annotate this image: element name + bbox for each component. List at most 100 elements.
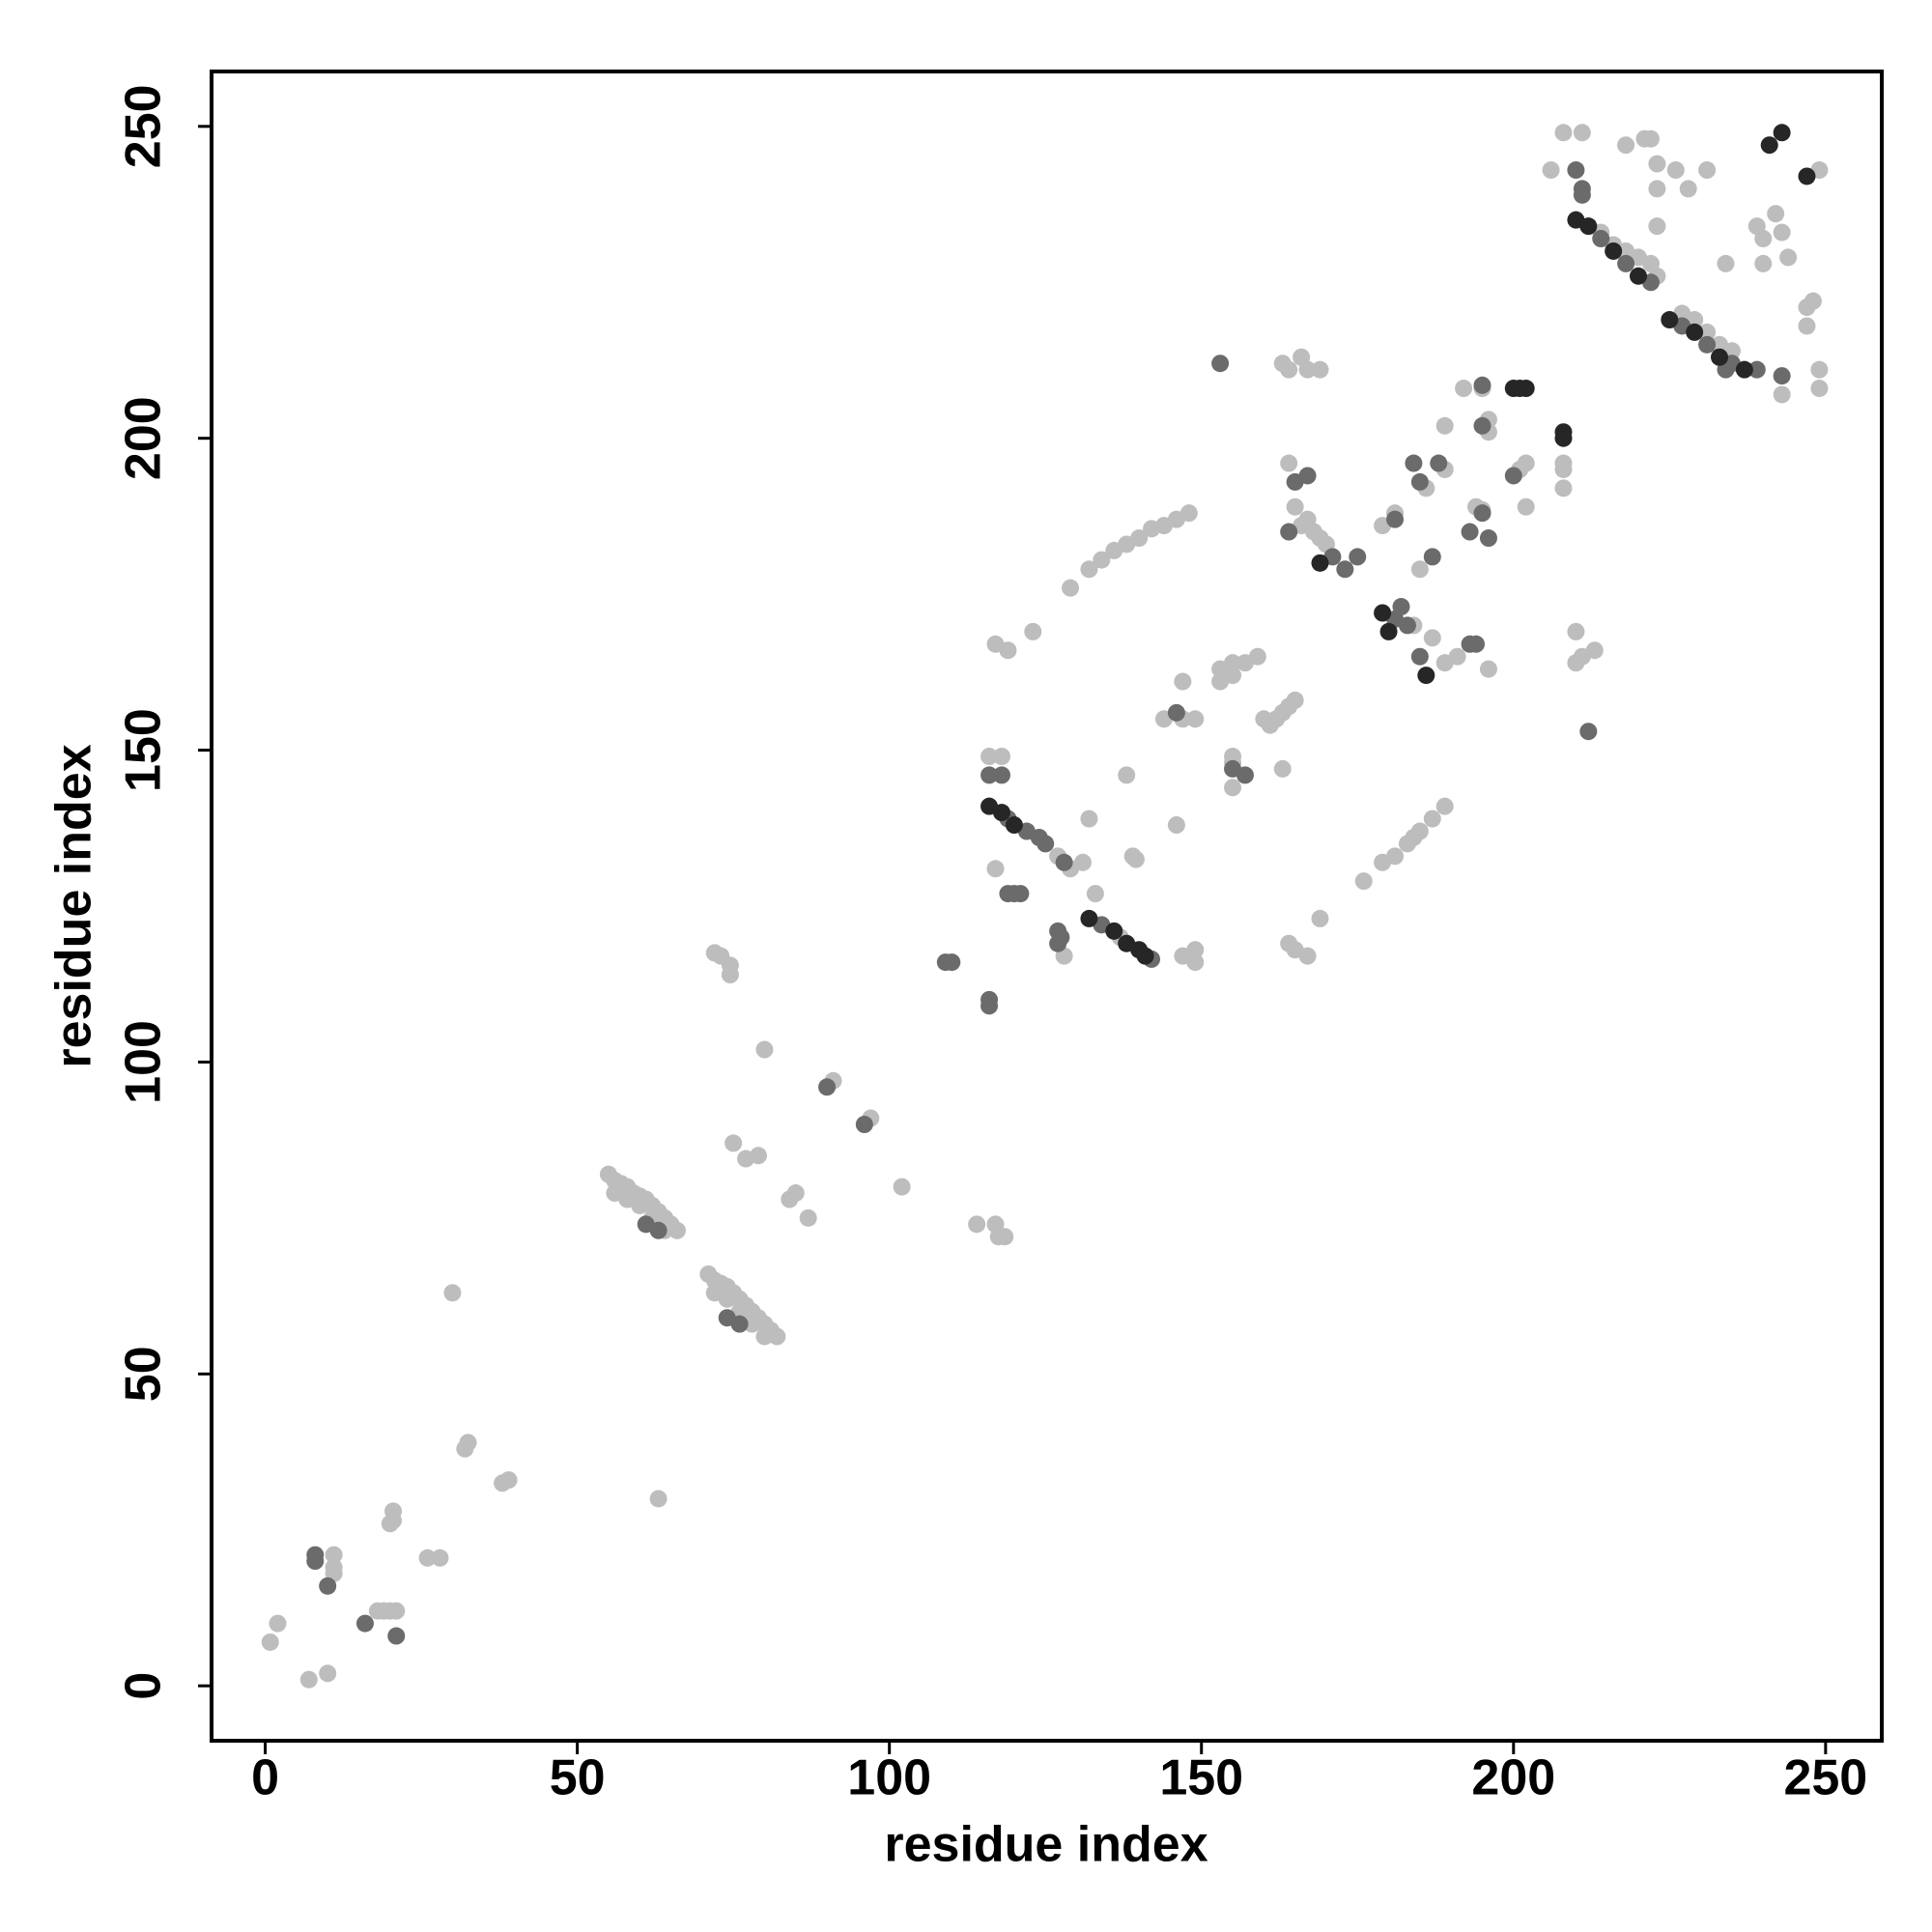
contact-point <box>1773 367 1791 385</box>
contact-point <box>1592 230 1610 248</box>
contact-point <box>1311 554 1329 572</box>
contact-point <box>1073 853 1092 871</box>
contact-point <box>1648 155 1666 173</box>
contact-point <box>799 1208 817 1227</box>
contact-point <box>1754 254 1773 272</box>
contact-point <box>1686 323 1704 341</box>
contact-point <box>1298 467 1317 485</box>
contact-point <box>1080 560 1098 579</box>
contact-point <box>306 1552 325 1571</box>
contact-point <box>999 641 1017 660</box>
contact-point <box>631 1196 649 1214</box>
contact-point <box>1473 376 1492 394</box>
contact-point <box>1080 810 1098 828</box>
contact-point <box>299 1670 318 1689</box>
contact-point <box>319 1664 337 1683</box>
contact-point <box>1573 185 1591 204</box>
contact-point <box>1186 710 1205 728</box>
contact-point <box>319 1577 337 1595</box>
contact-point <box>1798 317 1816 335</box>
contact-point <box>1011 885 1030 903</box>
contact-point <box>743 1315 761 1333</box>
contact-point <box>1810 380 1829 398</box>
contact-point <box>1455 380 1473 398</box>
contact-point <box>1567 161 1585 180</box>
contact-point <box>992 748 1010 766</box>
contact-point <box>1386 847 1405 866</box>
contact-point <box>1093 551 1111 569</box>
contact-point <box>1479 660 1497 678</box>
contact-point <box>992 804 1010 822</box>
contact-point <box>1374 604 1392 622</box>
contact-point <box>943 953 961 972</box>
y-tick-label: 50 <box>116 1346 172 1402</box>
contact-point <box>1585 641 1604 660</box>
contact-point <box>893 1178 911 1196</box>
contact-point <box>1410 472 1429 491</box>
contact-point <box>1767 205 1785 223</box>
contact-point <box>1280 523 1298 541</box>
contact-point <box>1236 766 1254 784</box>
contact-point <box>1224 654 1242 672</box>
contact-point <box>1754 230 1773 248</box>
contact-point <box>499 1471 518 1490</box>
contact-point <box>818 1078 837 1096</box>
x-axis-label: residue index <box>884 1817 1208 1873</box>
x-tick-label: 200 <box>1471 1750 1555 1806</box>
contact-point <box>1417 667 1435 685</box>
y-tick-label: 250 <box>116 84 172 168</box>
y-tick-label: 150 <box>116 708 172 792</box>
contact-point <box>1760 136 1778 155</box>
contact-point <box>431 1548 449 1567</box>
contact-point <box>768 1327 786 1346</box>
contact-point <box>1273 759 1292 778</box>
contact-point <box>1779 248 1798 267</box>
plot-frame <box>210 70 1884 1743</box>
contact-point <box>1405 454 1423 472</box>
contact-point <box>1379 622 1398 640</box>
contact-point <box>1579 723 1598 741</box>
contact-point <box>1661 311 1679 329</box>
contact-point <box>1055 853 1073 871</box>
contact-point <box>1554 454 1573 472</box>
contact-point <box>1698 335 1717 354</box>
contact-point <box>992 766 1010 784</box>
contact-point <box>1617 136 1635 155</box>
contact-point <box>355 1614 374 1633</box>
contact-point <box>986 860 1005 878</box>
x-tick-label: 0 <box>251 1750 279 1806</box>
contact-point <box>786 1184 805 1203</box>
contact-point <box>721 966 739 984</box>
contact-point <box>1810 360 1829 379</box>
contact-point <box>730 1315 749 1333</box>
contact-point <box>1410 560 1429 579</box>
contact-point <box>1517 454 1535 472</box>
contact-point <box>1648 180 1666 198</box>
contact-point <box>718 1290 736 1308</box>
contact-point <box>1666 161 1685 180</box>
contact-point <box>1311 360 1329 379</box>
contact-point <box>1410 647 1429 666</box>
contact-point <box>1735 360 1753 379</box>
contact-point <box>668 1221 687 1239</box>
contact-point <box>1517 380 1535 398</box>
contact-point <box>1747 360 1766 379</box>
contact-point <box>1179 504 1198 523</box>
contact-point <box>1105 922 1123 940</box>
contact-point <box>1311 909 1329 927</box>
contact-point <box>1473 504 1492 523</box>
contact-point <box>724 1134 743 1152</box>
contact-point <box>649 1221 668 1239</box>
x-tick-label: 150 <box>1159 1750 1243 1806</box>
contact-point <box>968 1215 986 1234</box>
contact-point <box>1211 355 1230 373</box>
contact-point <box>1392 598 1410 616</box>
contact-point <box>755 1040 774 1059</box>
contact-point <box>1286 691 1304 709</box>
contact-point <box>1773 223 1791 242</box>
contact-point <box>456 1439 474 1458</box>
contact-point <box>1280 454 1298 472</box>
contact-point <box>1641 129 1660 148</box>
contact-point <box>269 1614 287 1633</box>
